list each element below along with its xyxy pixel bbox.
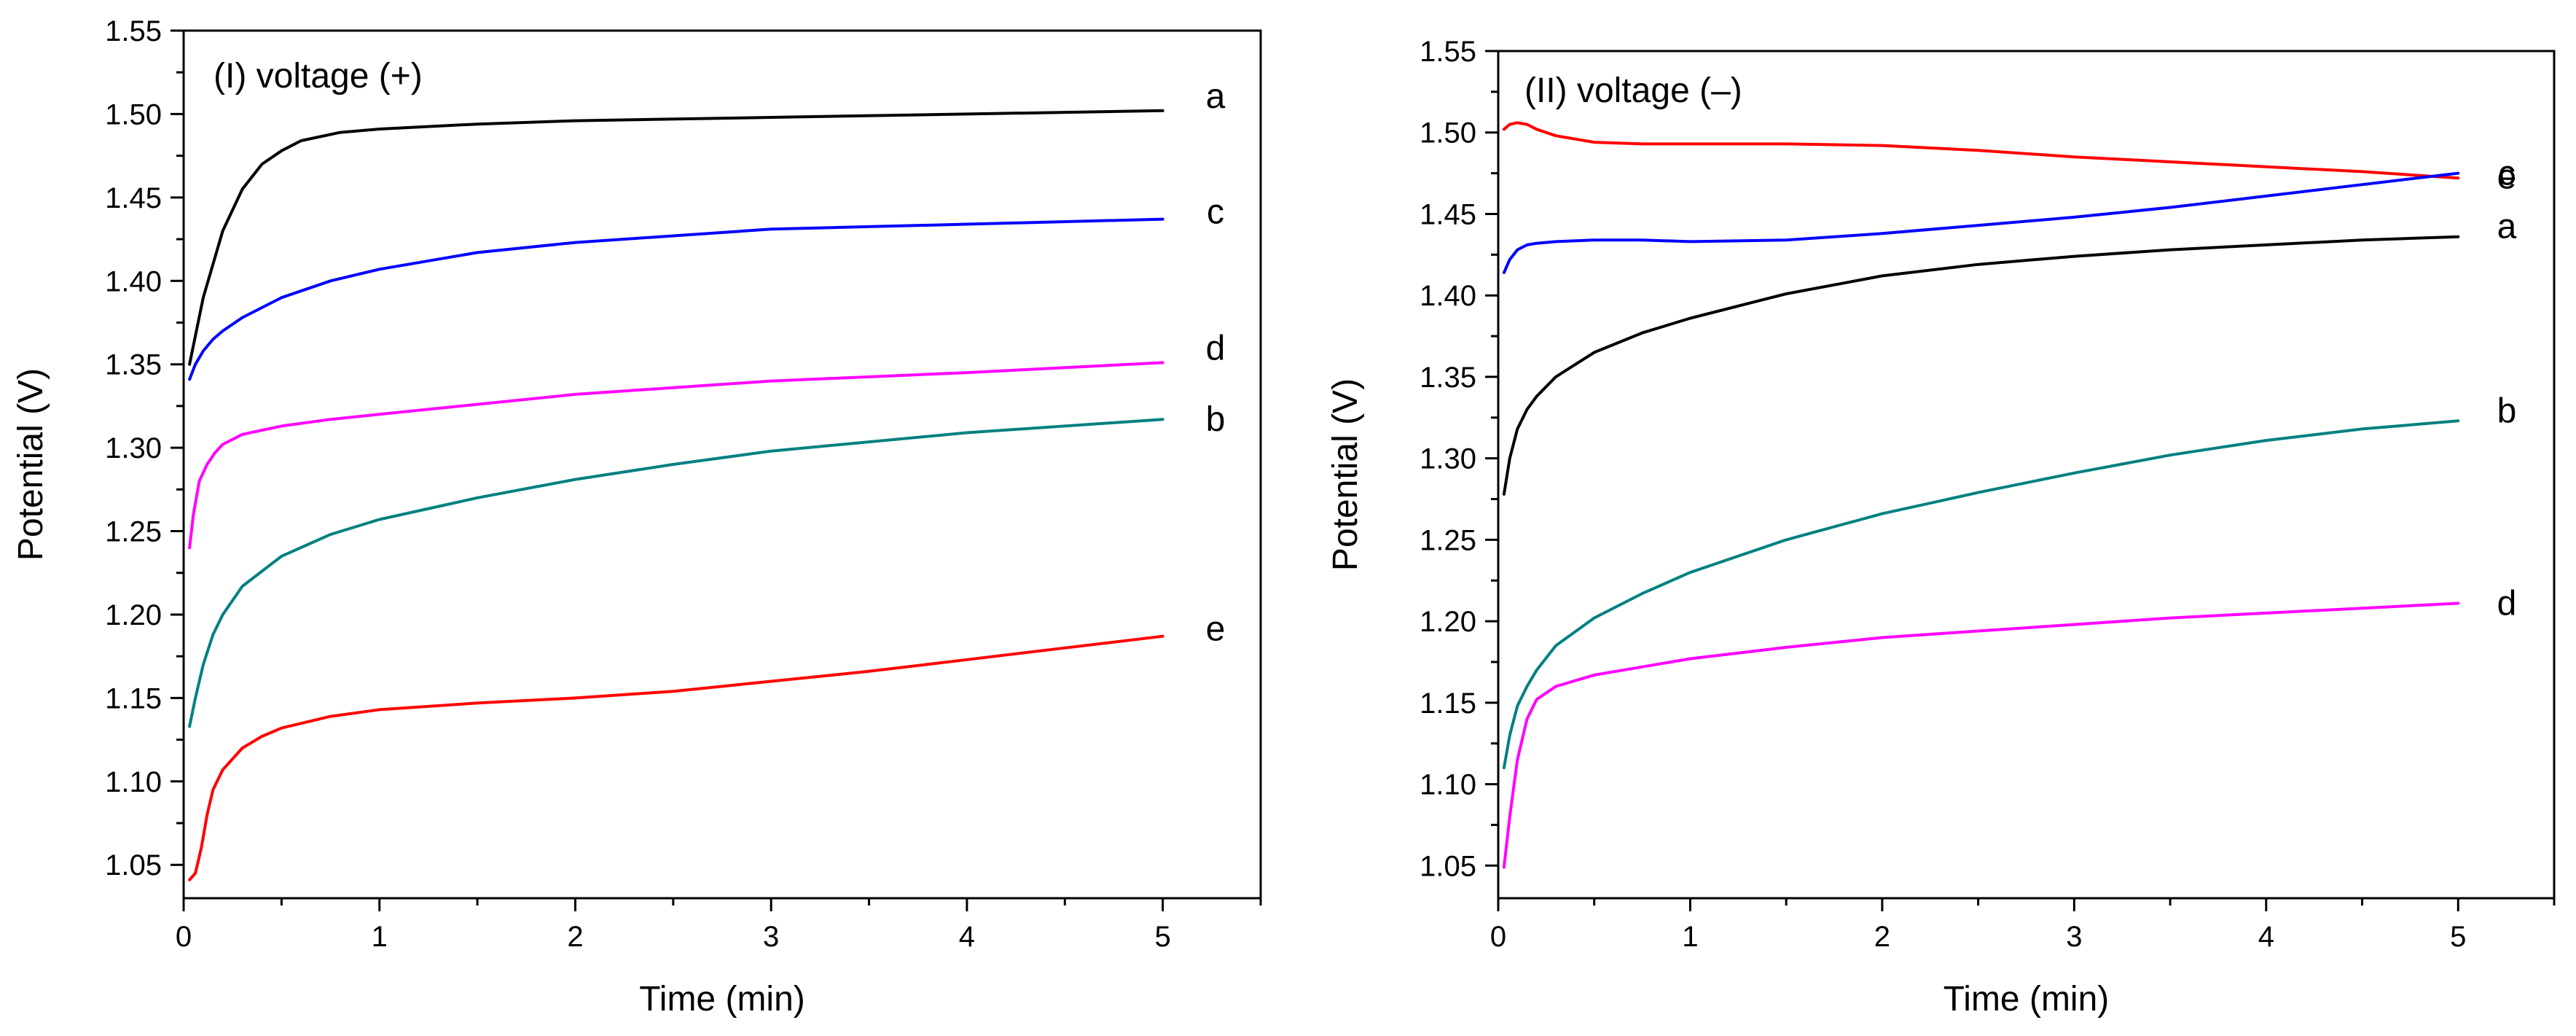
plot-frame bbox=[1497, 50, 2556, 900]
x-tick-label: 4 bbox=[959, 921, 975, 953]
y-tick-label: 1.05 bbox=[1420, 850, 1476, 882]
series-line-e bbox=[1502, 121, 2460, 180]
series-line-b bbox=[1502, 419, 2460, 770]
y-tick-label: 1.20 bbox=[105, 599, 162, 631]
x-tick-label: 3 bbox=[2066, 921, 2082, 953]
series-line-b bbox=[188, 418, 1164, 728]
x-tick-label: 0 bbox=[176, 921, 192, 953]
series-label-a: a bbox=[1206, 77, 1226, 116]
y-tick-label: 1.15 bbox=[105, 682, 162, 714]
panel-title: (II) voltage (–) bbox=[1524, 71, 1742, 110]
panel-title: (I) voltage (+) bbox=[214, 57, 423, 96]
x-tick-label: 3 bbox=[763, 921, 779, 953]
y-tick-label: 1.10 bbox=[105, 766, 162, 798]
series-line-e bbox=[188, 634, 1164, 881]
y-tick-label: 1.55 bbox=[105, 15, 162, 47]
series-label-e: e bbox=[2497, 157, 2517, 196]
x-tick-label: 5 bbox=[2450, 921, 2466, 953]
y-tick-label: 1.40 bbox=[105, 265, 162, 297]
x-axis-title: Time (min) bbox=[639, 980, 805, 1019]
series-label-d: d bbox=[1206, 329, 1226, 367]
y-tick-label: 1.25 bbox=[1420, 524, 1476, 556]
y-tick-label: 1.25 bbox=[105, 516, 162, 548]
y-tick-label: 1.30 bbox=[105, 432, 162, 464]
y-tick-label: 1.10 bbox=[1420, 769, 1476, 801]
series-label-d: d bbox=[2497, 585, 2517, 623]
series-line-c bbox=[188, 217, 1164, 381]
x-tick-label: 4 bbox=[2258, 921, 2274, 953]
x-tick-label: 0 bbox=[1490, 921, 1506, 953]
x-axis-title: Time (min) bbox=[1943, 980, 2110, 1019]
series-label-c: c bbox=[1207, 193, 1224, 232]
panel-right: 0 1 2 3 4 5 1.05 1.10 1.15 1.20 1.25 1.30 1.35 1.40 1.… bbox=[1326, 36, 2556, 1019]
series-line-a bbox=[1502, 235, 2460, 496]
y-tick-label: 1.35 bbox=[105, 349, 162, 381]
series-label-a: a bbox=[2497, 208, 2517, 246]
y-tick-label: 1.15 bbox=[1420, 688, 1476, 720]
y-tick-label: 1.45 bbox=[105, 182, 162, 214]
x-tick-label: 2 bbox=[1874, 921, 1890, 953]
series-line-d bbox=[1502, 601, 2460, 869]
series-line-a bbox=[188, 109, 1164, 366]
x-tick-label: 1 bbox=[372, 921, 388, 953]
y-tick-label: 1.50 bbox=[105, 98, 162, 131]
y-tick-label: 1.55 bbox=[1420, 36, 1476, 68]
x-tick-label: 5 bbox=[1155, 921, 1171, 953]
y-tick-label: 1.50 bbox=[1420, 117, 1476, 149]
y-tick-label: 1.35 bbox=[1420, 362, 1476, 394]
panel-left: 0 1 2 3 4 5 1.05 1.10 1.15 1.20 1.25 1.30 1.35 1.40 1.… bbox=[12, 15, 1262, 1019]
series-line-d bbox=[188, 361, 1164, 550]
series-label-b: b bbox=[1206, 400, 1226, 439]
y-axis-title: Potential (V) bbox=[12, 368, 50, 561]
y-tick-label: 1.20 bbox=[1420, 606, 1476, 638]
y-tick-label: 1.05 bbox=[105, 849, 162, 881]
x-tick-label: 1 bbox=[1682, 921, 1698, 953]
plot-frame bbox=[182, 29, 1262, 900]
series-label-c: c bbox=[2498, 155, 2516, 193]
x-tick-label: 2 bbox=[567, 921, 583, 953]
series-label-b: b bbox=[2497, 392, 2517, 430]
y-tick-label: 1.45 bbox=[1420, 198, 1476, 230]
y-tick-label: 1.30 bbox=[1420, 443, 1476, 475]
series-label-e: e bbox=[1206, 610, 1226, 649]
y-tick-label: 1.40 bbox=[1420, 280, 1476, 312]
y-axis-title: Potential (V) bbox=[1326, 378, 1365, 571]
series-line-c bbox=[1502, 171, 2460, 274]
